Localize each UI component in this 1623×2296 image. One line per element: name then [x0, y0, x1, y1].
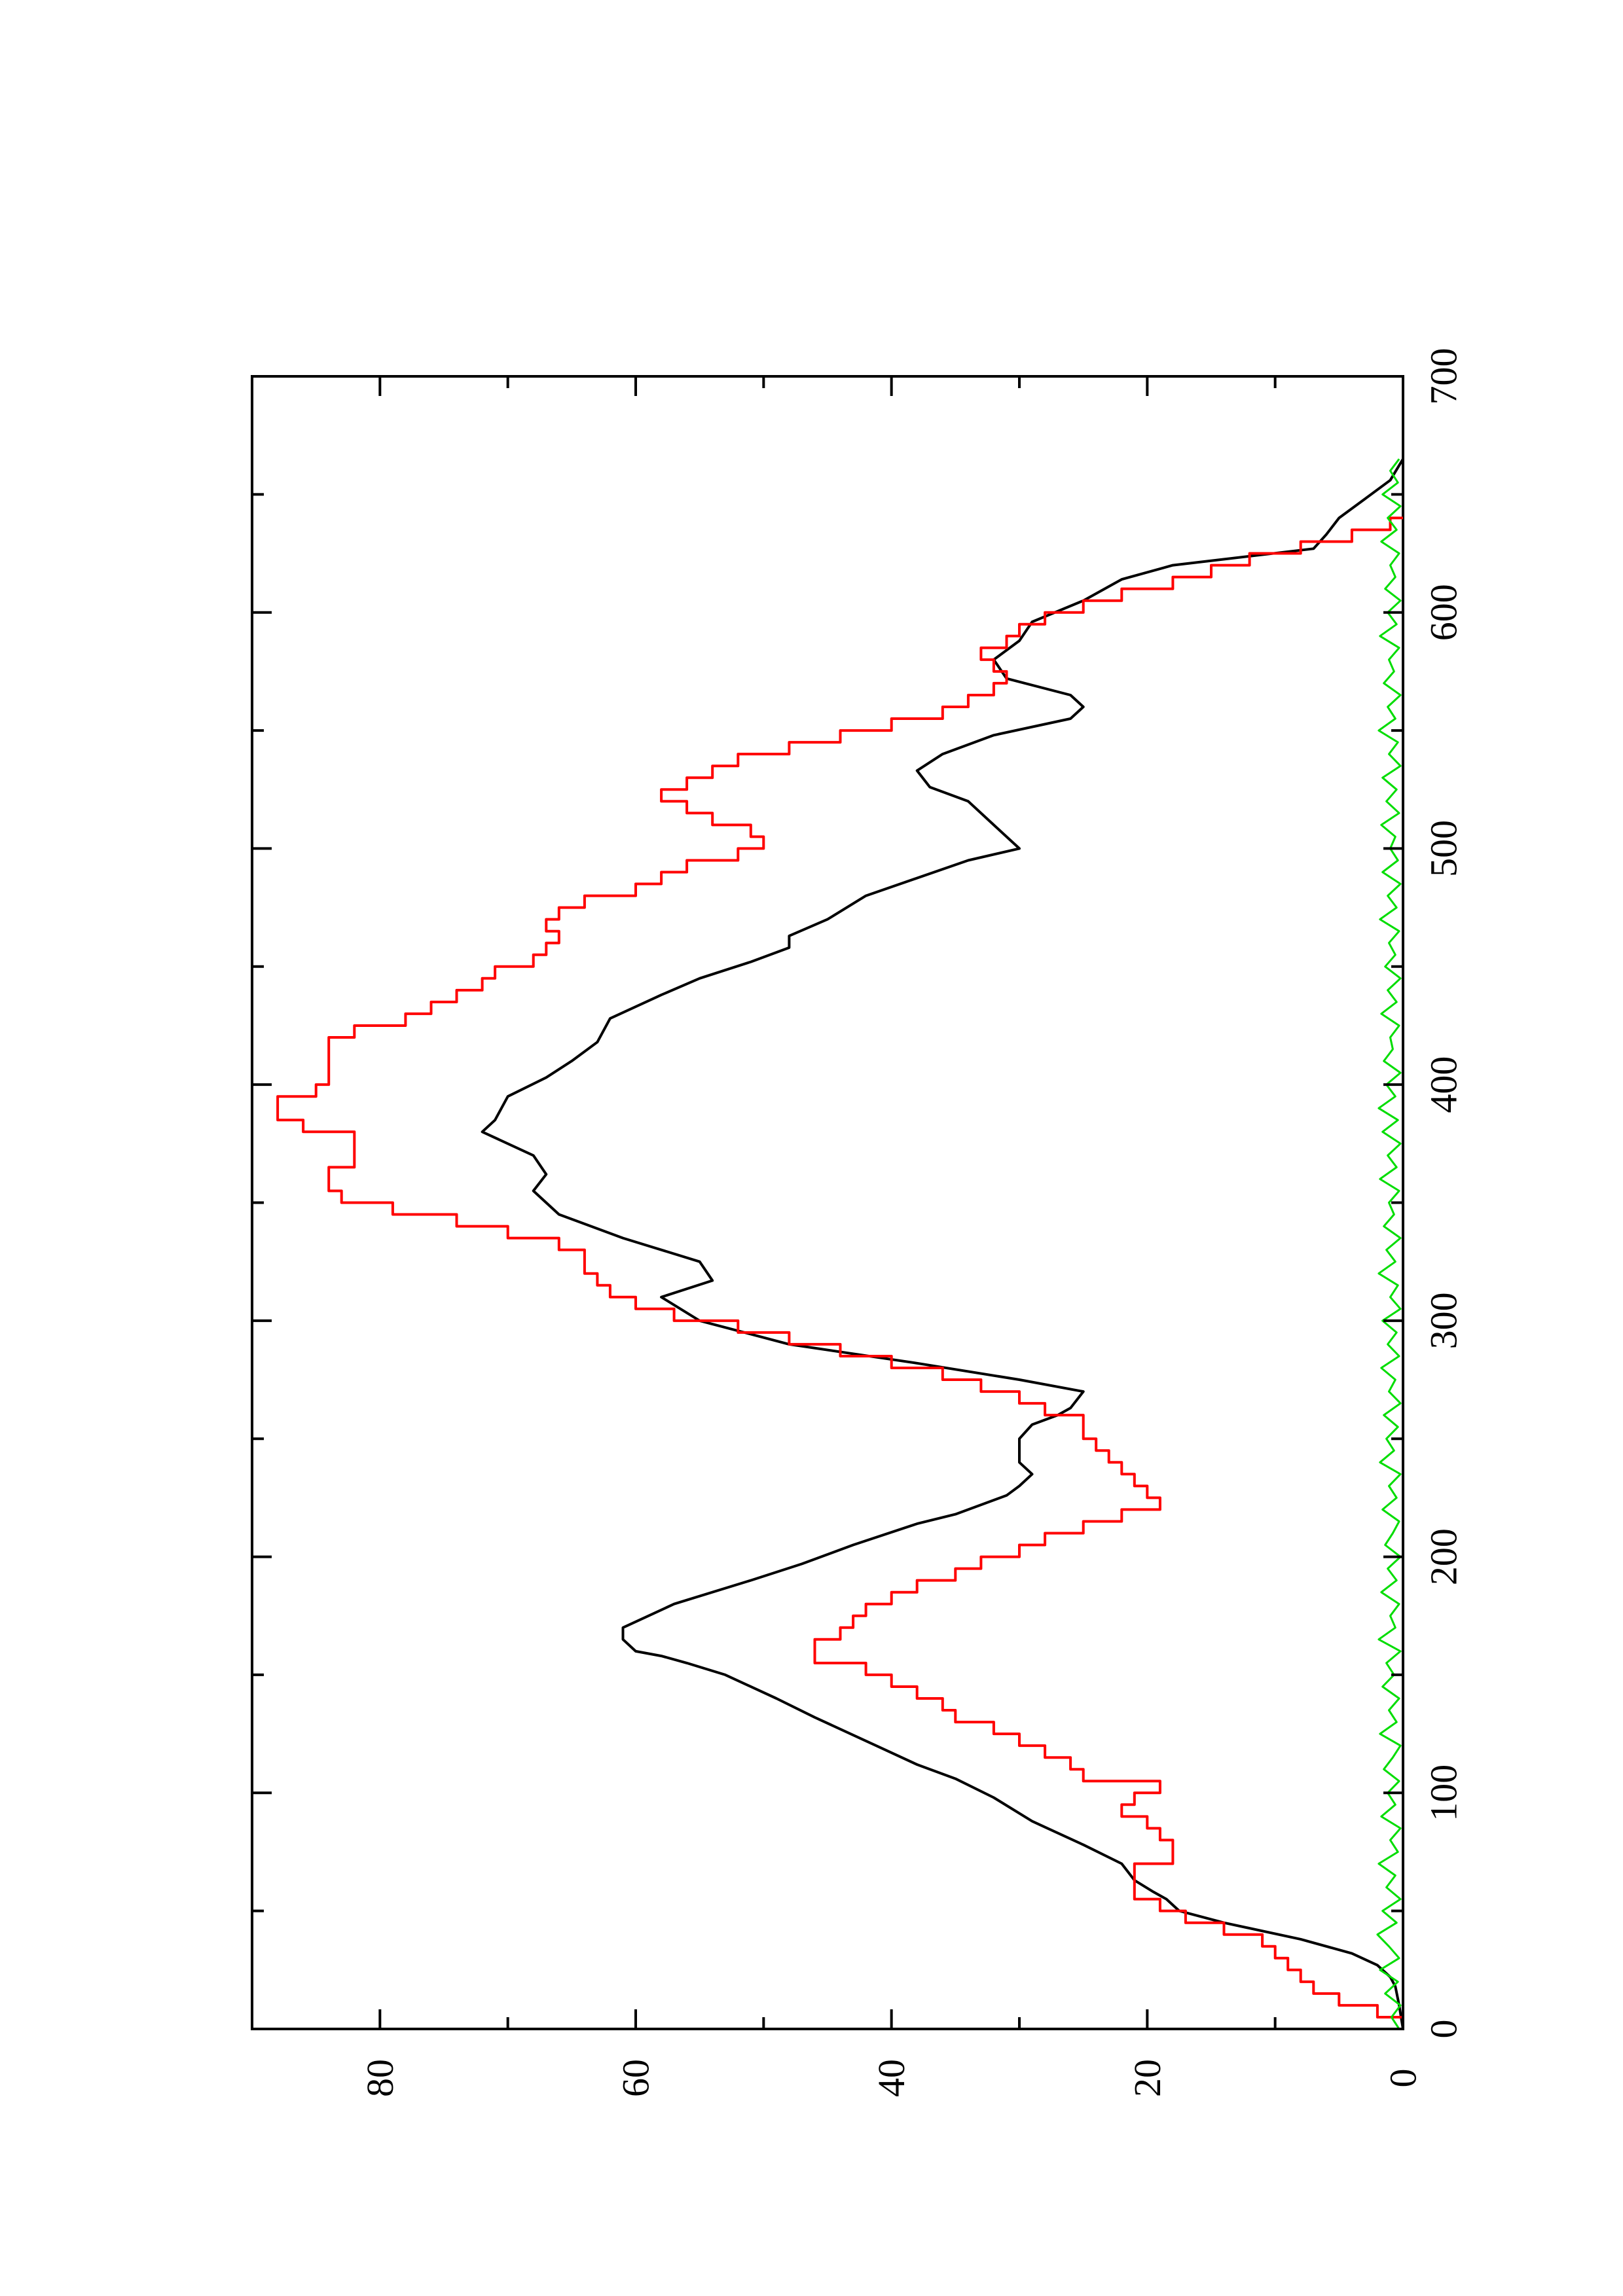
tick-label-layer: 0 100 200 300 400 500 600 700 0 20 40 60 80 — [359, 348, 1465, 2098]
x-tick-label: 300 — [1423, 1292, 1465, 1349]
x-tick-label: 400 — [1423, 1056, 1465, 1113]
x-tick-label: 700 — [1423, 348, 1465, 405]
y-tick-label: 80 — [359, 2059, 401, 2097]
series-layer — [276, 458, 1404, 2030]
x-tick-label: 200 — [1423, 1528, 1465, 1585]
y-tick-label: 20 — [1126, 2059, 1169, 2097]
x-tick-label: 100 — [1423, 1765, 1465, 1821]
y-tick-label: 0 — [1382, 2069, 1425, 2088]
y-tick-label: 40 — [870, 2059, 913, 2097]
tick-layer — [252, 375, 1404, 2030]
x-tick-label: 0 — [1423, 2020, 1465, 2039]
series-line-2 — [276, 516, 1404, 2029]
series-line-3 — [1376, 458, 1402, 2030]
plot-frame — [251, 375, 1404, 2030]
x-tick-label: 500 — [1423, 820, 1465, 877]
x-tick-label: 600 — [1423, 584, 1465, 641]
series-line-1 — [481, 458, 1404, 2030]
y-tick-label: 60 — [615, 2059, 657, 2097]
